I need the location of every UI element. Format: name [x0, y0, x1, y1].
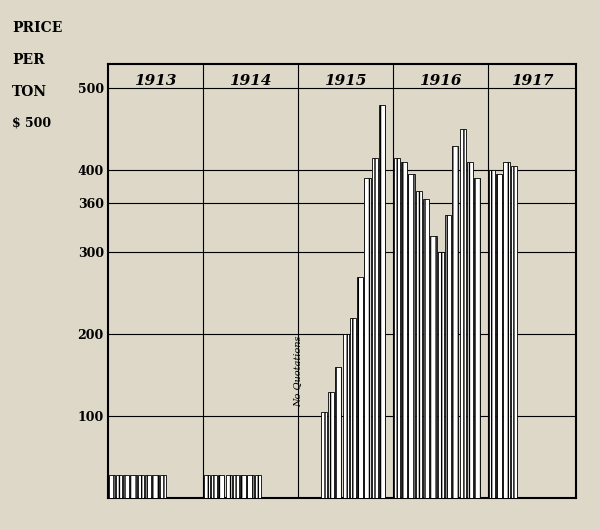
Bar	[401, 162, 407, 498]
Bar	[320, 412, 327, 498]
Bar	[328, 392, 334, 498]
Bar	[379, 104, 385, 498]
Bar	[123, 475, 130, 498]
Bar	[255, 475, 261, 498]
Bar	[394, 158, 400, 498]
Text: TON: TON	[12, 85, 47, 99]
Bar	[130, 475, 137, 498]
Bar	[474, 179, 481, 498]
Bar	[203, 475, 210, 498]
Bar	[335, 367, 341, 498]
Bar	[445, 215, 451, 498]
Bar	[211, 475, 217, 498]
Bar	[423, 199, 429, 498]
Bar	[343, 334, 349, 498]
Bar	[350, 318, 356, 498]
Text: No Quotations: No Quotations	[293, 335, 302, 407]
Bar	[467, 162, 473, 498]
Bar	[364, 179, 371, 498]
Text: PRICE: PRICE	[12, 21, 62, 35]
Bar	[496, 174, 502, 498]
Bar	[372, 158, 378, 498]
Text: PER: PER	[12, 53, 44, 67]
Bar	[138, 475, 144, 498]
Bar	[460, 129, 466, 498]
Text: 1913: 1913	[134, 75, 177, 89]
Bar	[218, 475, 224, 498]
Bar	[452, 146, 458, 498]
Bar	[160, 475, 166, 498]
Text: 1915: 1915	[325, 75, 367, 89]
Bar	[233, 475, 239, 498]
Bar	[152, 475, 158, 498]
Text: $ 500: $ 500	[12, 117, 51, 130]
Bar	[416, 191, 422, 498]
Bar	[489, 170, 495, 498]
Bar	[357, 277, 364, 498]
Bar	[247, 475, 254, 498]
Bar	[116, 475, 122, 498]
Bar	[511, 166, 517, 498]
Bar	[240, 475, 247, 498]
Bar	[437, 252, 444, 498]
Text: 1917: 1917	[511, 75, 553, 89]
Bar	[409, 174, 415, 498]
Bar	[430, 236, 437, 498]
Text: 1914: 1914	[229, 75, 272, 89]
Bar	[109, 475, 115, 498]
Text: 1916: 1916	[419, 75, 462, 89]
Bar	[145, 475, 151, 498]
Bar	[503, 162, 509, 498]
Bar	[226, 475, 232, 498]
